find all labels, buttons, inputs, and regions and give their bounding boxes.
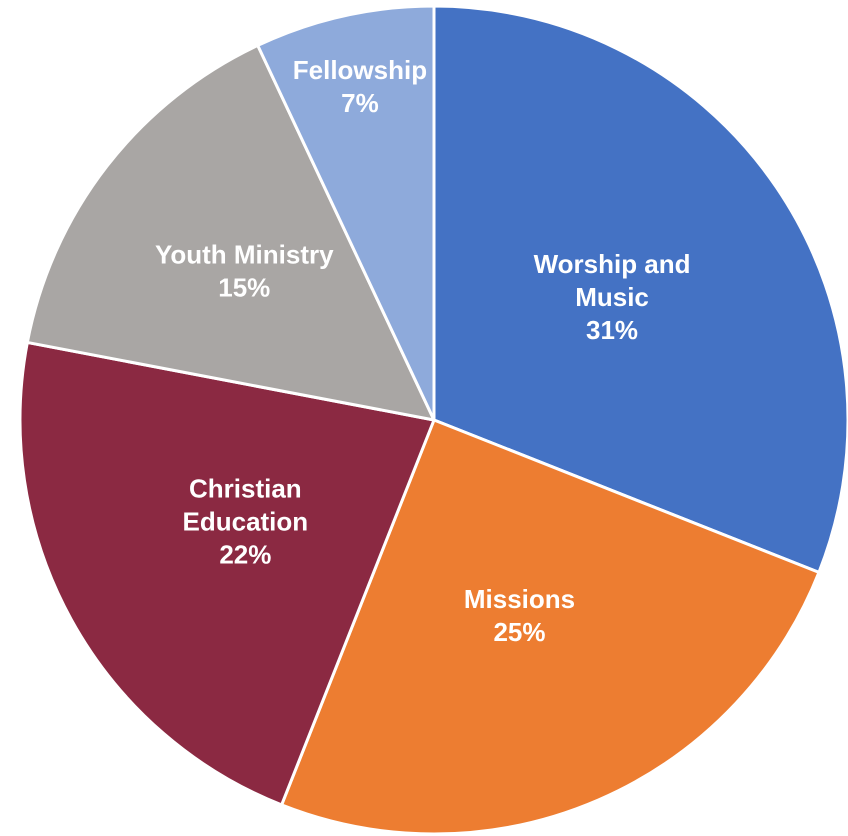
slice-missions: [280, 418, 821, 836]
slice-label-youth-ministry: Youth Ministry: [155, 239, 334, 269]
slice-christian-education: [18, 340, 436, 807]
slice-label-fellowship: Fellowship: [293, 55, 427, 85]
slice-fellowship: [256, 4, 436, 422]
pie-slices: [18, 4, 848, 836]
slice-percent-fellowship: 7%: [341, 88, 379, 118]
slice-worship-and-music: [432, 4, 848, 574]
pie-labels: Worship and Music 31% Missions 25% Christian E…: [155, 55, 691, 647]
data-label-youth-ministry: Youth Ministry 15%: [155, 239, 334, 302]
slice-label-christian-education: Education: [183, 507, 309, 537]
slice-percent-worship-and-music: 31%: [586, 315, 638, 345]
slice-percent-missions: 25%: [493, 617, 545, 647]
data-label-worship-and-music: Worship and Music 31%: [534, 249, 691, 345]
slice-percent-youth-ministry: 15%: [218, 272, 270, 302]
data-label-fellowship: Fellowship 7%: [293, 55, 427, 118]
data-label-missions: Missions 25%: [464, 584, 575, 647]
slice-youth-ministry: [25, 43, 436, 422]
data-label-christian-education: Christian Education 22%: [183, 474, 309, 570]
slice-label-christian-education: Christian: [189, 474, 302, 504]
slice-label-worship-and-music: Music: [575, 282, 649, 312]
slice-percent-christian-education: 22%: [219, 540, 271, 570]
slice-label-missions: Missions: [464, 584, 575, 614]
slice-label-worship-and-music: Worship and: [534, 249, 691, 279]
